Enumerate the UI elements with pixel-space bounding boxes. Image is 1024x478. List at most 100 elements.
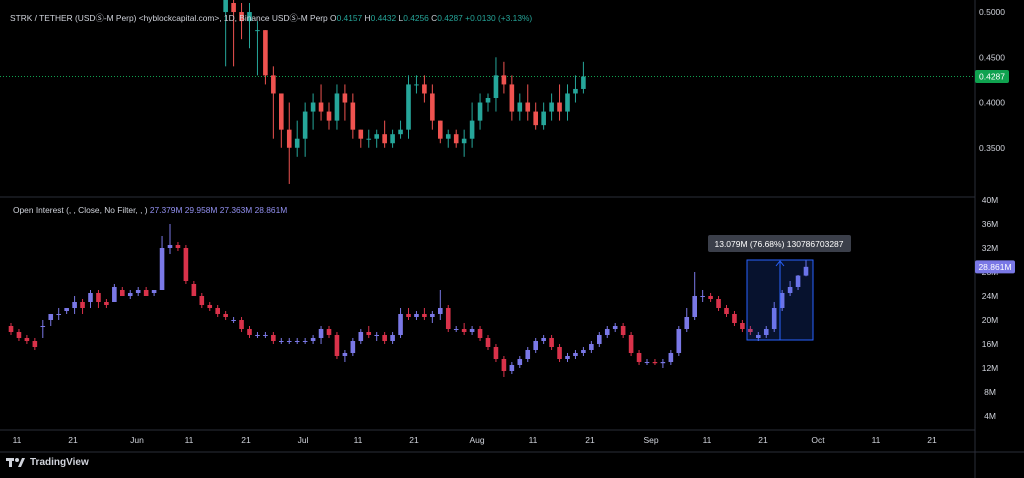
- oi-title[interactable]: Open Interest (, , Close, No Filter, , ): [13, 205, 148, 215]
- price-candle: [398, 129, 403, 135]
- oi-candle: [644, 362, 650, 363]
- oi-candle: [310, 338, 316, 341]
- oi-candle: [279, 341, 284, 342]
- price-candle: [358, 129, 364, 139]
- oi-candle: [80, 302, 85, 308]
- price-candle: [525, 102, 531, 112]
- time-axis: 11 21 Jun 11 21 Jul 11 21 Aug 11 21 Sep 11 21 Oct 11 21: [13, 435, 937, 445]
- measure-label-bg: [708, 235, 851, 252]
- time-axis-tick: Sep: [643, 435, 658, 445]
- oi-candle: [756, 335, 761, 338]
- time-axis-tick: Aug: [469, 435, 484, 445]
- oi-candle: [501, 359, 507, 371]
- oi-candle: [557, 347, 562, 359]
- oi-candle: [469, 329, 475, 332]
- oi-candle: [127, 293, 133, 296]
- price-candle: [581, 76, 586, 89]
- price-candle: [302, 111, 308, 139]
- close-label: C: [431, 13, 438, 23]
- price-candle: [310, 102, 316, 112]
- price-candle: [438, 120, 443, 139]
- price-axis-tick: 0.4000: [979, 98, 1005, 108]
- price-candles: [223, 0, 586, 184]
- time-axis-tick: Oct: [811, 435, 825, 445]
- last-price-badge: [975, 70, 1009, 84]
- measure-tool[interactable]: 13.079M (76.68%) 130786703287: [708, 235, 851, 341]
- oi-candle: [652, 362, 658, 364]
- oi-candle: [223, 314, 228, 317]
- oi-value-4: 28.861M: [254, 205, 288, 215]
- price-candle: [247, 12, 252, 22]
- close-value: 0.4287: [437, 13, 463, 23]
- price-candle: [414, 84, 419, 86]
- price-candle: [477, 102, 483, 121]
- oi-candle: [573, 353, 578, 356]
- price-candle: [573, 88, 578, 94]
- oi-candle: [64, 308, 69, 311]
- oi-candle: [382, 335, 387, 341]
- price-axis-tick: 0.3500: [979, 143, 1005, 153]
- oi-candle: [724, 308, 729, 314]
- price-candle: [557, 102, 562, 112]
- symbol-title[interactable]: STRK / TETHER (USDⓈ-M Perp) <hyblockcapi…: [10, 13, 328, 23]
- oi-candle: [565, 356, 570, 359]
- oi-value-3: 27.363M: [219, 205, 253, 215]
- oi-candle: [620, 326, 626, 335]
- oi-candle: [604, 329, 610, 335]
- oi-candle: [302, 341, 308, 342]
- oi-candle: [533, 341, 538, 350]
- oi-value-2: 29.958M: [184, 205, 218, 215]
- oi-candle: [334, 335, 340, 356]
- change-value: +0.0130 (+3.13%): [465, 13, 533, 23]
- price-candle: [382, 134, 387, 144]
- oi-candle: [636, 353, 642, 362]
- oi-candle: [453, 329, 459, 330]
- time-axis-tick: 11: [529, 435, 538, 445]
- oi-candle: [541, 338, 546, 341]
- price-candle: [430, 93, 435, 121]
- oi-candle: [318, 329, 324, 338]
- tradingview-brand[interactable]: TradingView: [6, 456, 89, 468]
- price-candle: [509, 84, 515, 112]
- oi-candle: [589, 344, 594, 350]
- time-axis-tick: 21: [585, 435, 595, 445]
- oi-value-1: 27.379M: [149, 205, 183, 215]
- oi-candle: [72, 302, 77, 308]
- price-candle: [493, 75, 499, 98]
- price-candle: [350, 102, 356, 130]
- time-axis-tick: 21: [409, 435, 419, 445]
- oi-candle: [668, 353, 674, 362]
- price-candle: [517, 102, 523, 112]
- measure-arrow-head: [775, 260, 785, 267]
- oi-axis: 40M36M32M28M24M20M16M12M8M4M: [982, 195, 999, 421]
- open-label: O: [330, 13, 337, 23]
- price-candle: [501, 75, 507, 85]
- oi-axis-tick: 24M: [982, 291, 999, 301]
- price-candle: [565, 93, 570, 112]
- price-candle: [366, 138, 372, 140]
- oi-candle: [445, 308, 451, 329]
- oi-candle: [183, 248, 189, 281]
- price-candle: [485, 98, 491, 103]
- time-axis-tick: 21: [241, 435, 251, 445]
- oi-candle: [509, 365, 515, 371]
- oi-candle: [239, 320, 244, 329]
- oi-candle: [581, 350, 586, 353]
- oi-candle: [708, 296, 713, 299]
- oi-candle: [175, 245, 181, 248]
- price-axis-tick: 0.5000: [979, 7, 1005, 17]
- oi-candle: [8, 326, 14, 332]
- oi-candle: [88, 293, 93, 302]
- price-candle: [326, 111, 332, 121]
- time-axis-tick: 21: [68, 435, 78, 445]
- high-label: H: [364, 13, 371, 23]
- oi-candle: [96, 293, 101, 302]
- oi-candle: [135, 290, 141, 293]
- oi-candle: [112, 287, 117, 302]
- price-candle: [334, 93, 340, 121]
- oi-candle: [549, 338, 554, 347]
- oi-candle: [215, 308, 220, 314]
- price-candle: [469, 120, 475, 139]
- price-candle: [231, 3, 236, 13]
